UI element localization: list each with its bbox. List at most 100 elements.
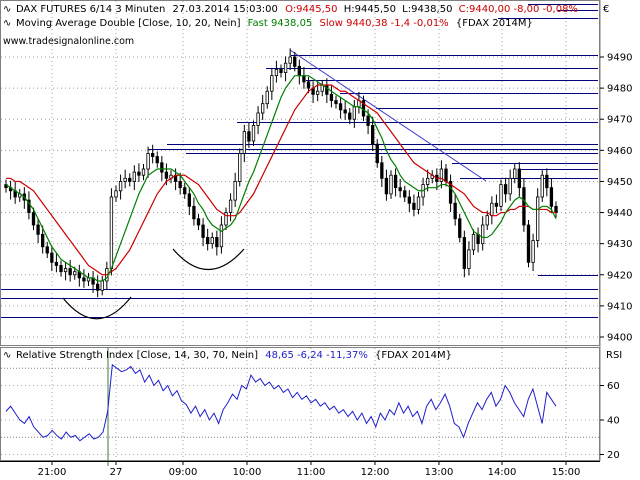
rsi-tick-label: 20 — [607, 450, 620, 461]
candle — [348, 108, 352, 125]
candle — [540, 170, 544, 202]
rsi-grid — [1, 367, 600, 455]
candle — [384, 169, 389, 201]
time-tick-label: 10:00 — [233, 467, 262, 478]
price-tick-label: 9430 — [607, 239, 632, 250]
candle — [471, 229, 476, 255]
chart-icon-2: ∿ — [3, 18, 11, 29]
price-tick-label: 9470 — [607, 115, 632, 126]
rsi-tick-label: 60 — [607, 381, 620, 392]
candle — [293, 52, 297, 72]
candle — [283, 56, 288, 82]
price-tick-label: 9490 — [607, 53, 632, 64]
datetime: 27.03.2014 15:03:00 — [173, 4, 278, 15]
rsi-line — [5, 363, 557, 442]
time-tick-label: 09:00 — [169, 467, 198, 478]
candle — [201, 218, 205, 247]
trend-line — [289, 49, 487, 182]
candle — [261, 94, 265, 120]
candle — [187, 187, 191, 216]
candle — [169, 170, 173, 184]
candle — [352, 99, 356, 128]
rsi-axis-label: RSI — [606, 350, 622, 361]
candle — [155, 151, 159, 168]
price-axis: 9490 9480 9470 9460 9450 9440 9430 9420 9410 9400 — [600, 53, 632, 344]
candle — [549, 178, 554, 214]
price-tick-label: 9420 — [607, 270, 632, 281]
candle — [96, 275, 100, 298]
candle — [416, 192, 421, 215]
candle — [297, 59, 301, 85]
close-change-value: C:9440,00 -8,00 -0,08% — [459, 4, 578, 15]
candle — [279, 64, 283, 78]
candle — [247, 122, 251, 148]
rsi-tick-label: 40 — [607, 416, 620, 427]
candle — [118, 174, 123, 200]
ma-slow-value: Slow 9440,38 -1,4 -0,01% — [319, 18, 448, 29]
candle — [508, 169, 512, 201]
candle — [41, 225, 45, 254]
candle — [476, 227, 480, 253]
candle — [462, 230, 466, 278]
candle — [50, 246, 54, 272]
candle — [407, 190, 411, 212]
watermark: www.tradesignalonline.com — [3, 36, 134, 47]
ma-indicator-label: Moving Average Double [Close, 10, 20, Ne… — [16, 18, 241, 29]
candle — [375, 139, 379, 168]
ma-slow-line — [6, 84, 556, 276]
candle — [256, 106, 260, 135]
candle — [13, 182, 17, 204]
header-level-lines — [498, 4, 598, 19]
candle — [320, 80, 324, 97]
candle — [178, 172, 182, 195]
price-tick-label: 9460 — [607, 146, 632, 157]
candle — [141, 164, 146, 181]
candle — [343, 101, 347, 120]
candle — [68, 259, 72, 282]
candle — [132, 165, 136, 191]
candle — [531, 233, 535, 272]
candle — [288, 48, 292, 71]
candle — [490, 196, 494, 225]
candle — [206, 228, 210, 251]
candle — [228, 193, 233, 222]
candle — [123, 169, 127, 189]
candle — [467, 241, 471, 276]
candle — [183, 182, 187, 199]
symbol-title: DAX FUTURES 6/14 3 Minuten — [16, 4, 165, 15]
candle — [233, 172, 237, 207]
candle — [219, 216, 224, 254]
candle — [196, 213, 201, 230]
price-tick-label: 9450 — [607, 177, 632, 188]
candle — [503, 177, 508, 203]
candle — [36, 218, 40, 244]
candle — [393, 168, 398, 197]
price-tick-label: 9400 — [607, 333, 632, 344]
candle — [31, 207, 36, 230]
candle — [448, 174, 453, 212]
candle — [444, 164, 448, 187]
candle — [513, 164, 517, 184]
header-line-2: ∿ Moving Average Double [Close, 10, 20, … — [3, 18, 533, 29]
candle — [325, 78, 329, 104]
candle — [536, 188, 540, 248]
ma-instrument: {FDAX 2014M} — [456, 18, 533, 29]
candle — [54, 253, 59, 273]
time-tick-label: 12:00 — [361, 467, 390, 478]
candle — [8, 180, 13, 200]
candle — [526, 220, 531, 268]
candle — [137, 163, 141, 183]
candle — [109, 188, 114, 276]
time-tick-label: 13:00 — [425, 467, 454, 478]
candle — [192, 197, 196, 226]
price-tick-label: 9440 — [607, 208, 632, 219]
candle — [160, 155, 164, 181]
main-panel-frame — [0, 0, 600, 346]
rsi-panel-frame — [0, 347, 600, 461]
candle — [238, 148, 242, 187]
rsi-value: 48,65 -6,24 -11,37% — [265, 350, 368, 361]
time-tick-label: 27 — [110, 467, 123, 478]
candle — [59, 260, 63, 277]
candle — [554, 201, 558, 218]
candle — [306, 76, 311, 94]
